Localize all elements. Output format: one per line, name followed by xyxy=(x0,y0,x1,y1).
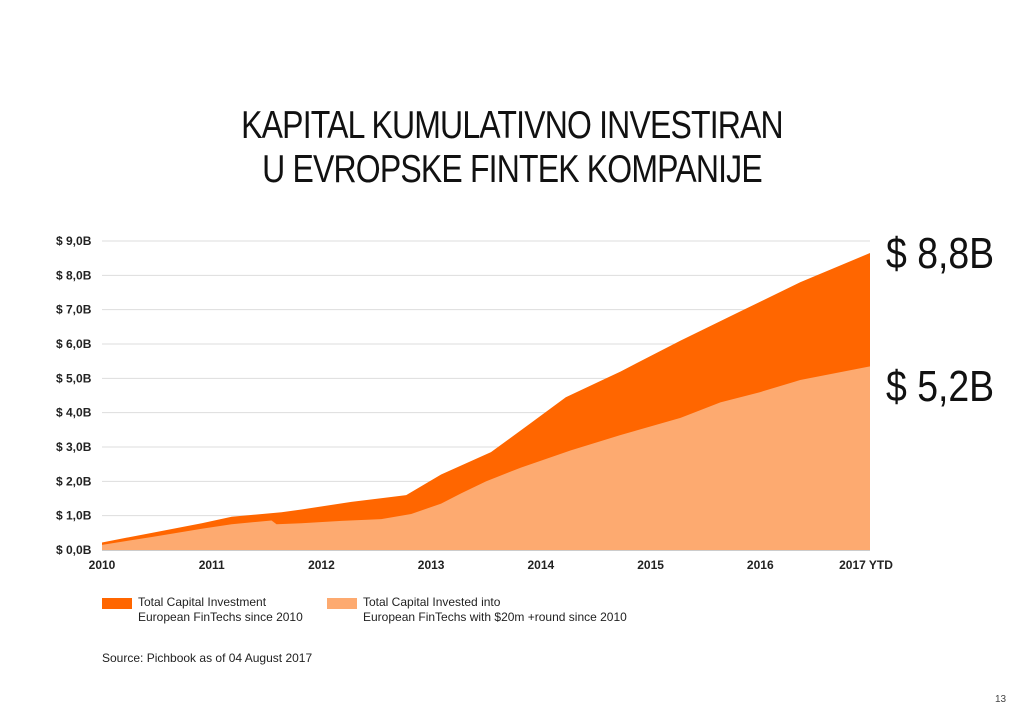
y-axis-labels: $ 0,0B $ 1,0B $ 2,0B $ 3,0B $ 4,0B $ 5,0B $ 6,… xyxy=(56,234,92,557)
legend-label-large-rounds-line-2: European FinTechs with $20m +round since… xyxy=(363,610,627,624)
large-round-value-annotation: $ 5,2B xyxy=(886,362,995,411)
y-tick-label: $ 0,0B xyxy=(56,543,92,557)
source-note: Source: Pichbook as of 04 August 2017 xyxy=(102,651,313,665)
x-tick-label: 2010 xyxy=(89,558,116,572)
x-tick-label: 2011 xyxy=(199,558,225,572)
y-tick-label: $ 8,0B xyxy=(56,268,92,282)
total-value-annotation: $ 8,8B xyxy=(886,229,995,278)
y-tick-label: $ 9,0B xyxy=(56,234,92,248)
legend-label-total-line-1: Total Capital Investment xyxy=(138,595,267,609)
x-axis-labels: 2010 2011 2012 2013 2014 2015 2016 2017 YTD xyxy=(89,558,894,572)
y-tick-label: $ 4,0B xyxy=(56,406,92,420)
x-tick-label: 2014 xyxy=(528,558,555,572)
page-number: 13 xyxy=(995,694,1007,705)
y-tick-label: $ 6,0B xyxy=(56,337,92,351)
area-large-round-investment xyxy=(102,366,870,550)
series-areas xyxy=(102,253,870,550)
legend-swatch-total xyxy=(102,598,132,609)
y-tick-label: $ 7,0B xyxy=(56,303,92,317)
y-tick-label: $ 2,0B xyxy=(56,474,92,488)
y-tick-label: $ 5,0B xyxy=(56,371,92,385)
x-tick-label: 2012 xyxy=(308,558,335,572)
legend-label-large-rounds-line-1: Total Capital Invested into xyxy=(363,595,501,609)
legend-label-total-line-2: European FinTechs since 2010 xyxy=(138,610,303,624)
x-tick-label: 2013 xyxy=(418,558,445,572)
chart-title-line-1: KAPITAL KUMULATIVNO INVESTIRAN xyxy=(241,104,783,147)
legend-swatch-large-rounds xyxy=(327,598,357,609)
legend-label-total: Total Capital Investment European FinTec… xyxy=(138,595,303,625)
chart-title-line-2: U EVROPSKE FINTEK KOMPANIJE xyxy=(262,148,763,191)
x-tick-label: 2017 YTD xyxy=(839,558,893,572)
x-tick-label: 2015 xyxy=(637,558,664,572)
y-tick-label: $ 3,0B xyxy=(56,440,92,454)
y-tick-label: $ 1,0B xyxy=(56,509,92,523)
legend-label-large-rounds: Total Capital Invested into European Fin… xyxy=(363,595,627,625)
x-tick-label: 2016 xyxy=(747,558,774,572)
chart-title: KAPITAL KUMULATIVNO INVESTIRAN U EVROPSK… xyxy=(92,104,932,192)
